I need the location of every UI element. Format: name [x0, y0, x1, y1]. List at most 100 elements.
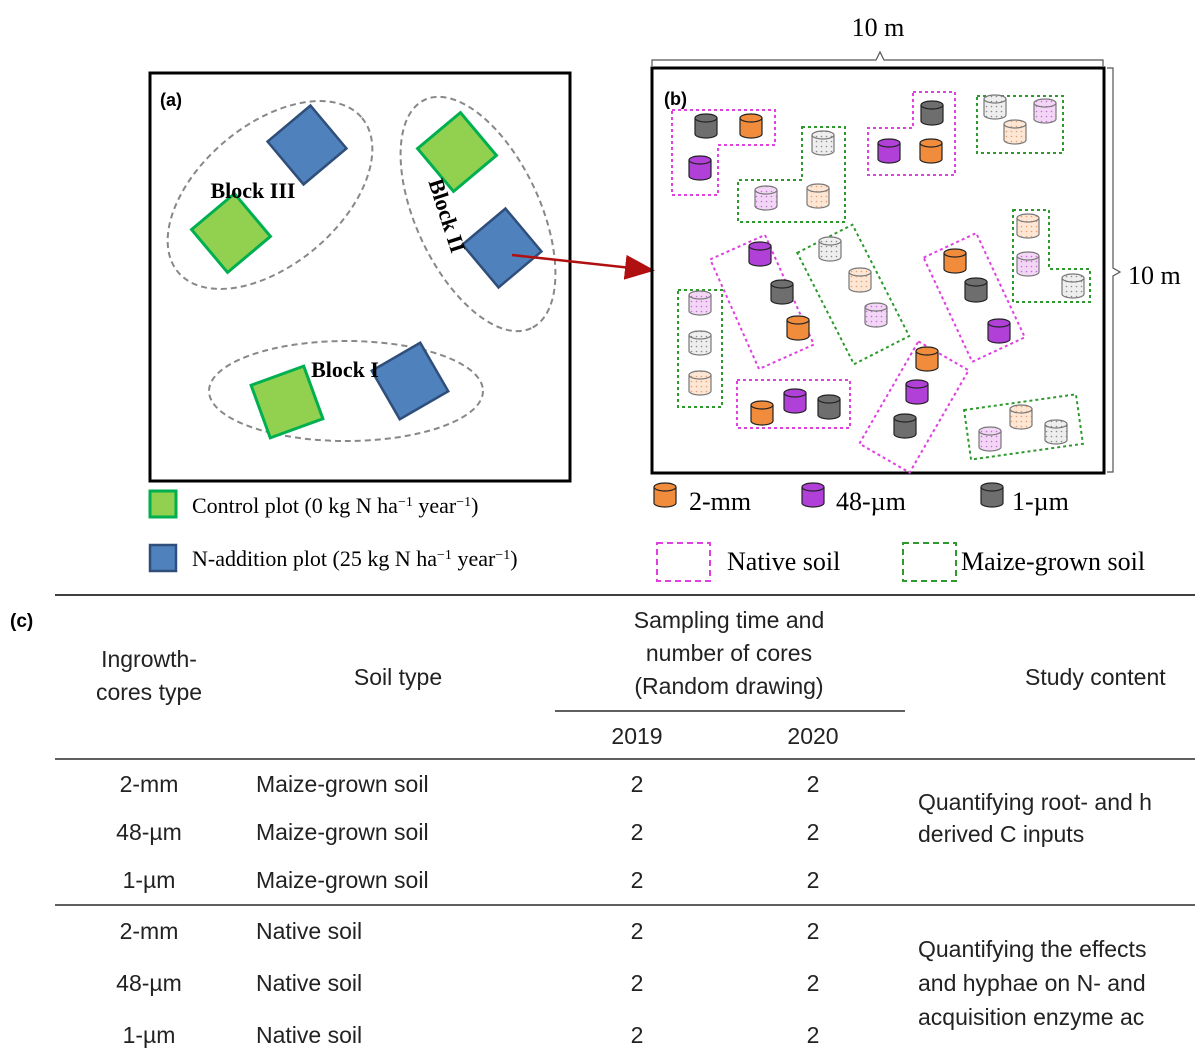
core-2mm [919, 138, 943, 164]
cell-soil-type: Maize-grown soil [256, 771, 429, 797]
core-2mm [688, 370, 712, 396]
zoom-arrow [511, 253, 655, 280]
core-1um [817, 394, 841, 420]
block-i-ellipse [208, 340, 484, 442]
block-ii: Block II [399, 95, 557, 333]
block-i-label: Block I [311, 357, 379, 382]
core-48um [1016, 251, 1040, 277]
core-48um [688, 155, 712, 181]
block-ii-label: Block II [423, 175, 470, 255]
block-iii: Block III [166, 100, 374, 290]
header-year-2020: 2020 [787, 723, 838, 749]
cell-2019: 2 [631, 918, 644, 944]
subplot-maize-6 [795, 223, 911, 366]
core-48um [688, 290, 712, 316]
subplot-native-1 [671, 109, 776, 196]
subplot-maize-2 [737, 126, 846, 223]
legend-control-swatch [148, 489, 178, 519]
group2-content-line3: acquisition enzyme ac [918, 1004, 1144, 1030]
header-type-line2: cores type [96, 679, 202, 705]
header-sampling-line1: Sampling time and [634, 607, 825, 633]
core-1um [1044, 419, 1068, 445]
core-48um [1033, 98, 1057, 124]
legend-48um-core-icon [801, 482, 825, 508]
table-group-maize: 2-mm Maize-grown soil 2 2 48-µm Maize-grown s… [116, 771, 819, 893]
panel-c-table: (c) Ingrowth- cores type Soil type Sampl… [10, 594, 1195, 1048]
cell-2019: 2 [631, 1022, 644, 1048]
subplot-native-5 [708, 233, 816, 371]
block-iii-label: Block III [211, 178, 296, 203]
cell-soil-type: Native soil [256, 1022, 362, 1048]
block-iii-ellipse [166, 100, 374, 290]
core-legend [653, 482, 1004, 508]
table-row: 48-µm Maize-grown soil 2 2 [116, 819, 819, 845]
core-1um [893, 413, 917, 439]
subplot-native-10 [736, 379, 851, 429]
legend-naddition-text: N-addition plot (25 kg N ha−1 year−1) [192, 546, 518, 571]
table-group-native: 2-mm Native soil 2 2 48-µm Native soil 2 2 1-µm N… [116, 918, 819, 1048]
width-bracket [651, 50, 1104, 66]
core-48um [987, 318, 1011, 344]
core-2mm [739, 113, 763, 139]
cell-2020: 2 [807, 1022, 820, 1048]
legend-1um-core-icon [980, 482, 1004, 508]
panel-a-label: (a) [160, 90, 182, 110]
cell-soil-type: Maize-grown soil [256, 867, 429, 893]
height-bracket [1107, 67, 1122, 473]
core-1um [1061, 273, 1085, 299]
subplot-maize-9 [677, 289, 723, 408]
cell-2019: 2 [631, 867, 644, 893]
height-label: 10 m [1128, 261, 1181, 290]
core-1um [964, 277, 988, 303]
header-sampling-line3: (Random drawing) [634, 673, 823, 699]
cell-2020: 2 [807, 970, 820, 996]
width-label: 10 m [852, 13, 905, 42]
cell-2020: 2 [807, 771, 820, 797]
cell-core-type: 2-mm [120, 771, 179, 797]
core-2mm [848, 267, 872, 293]
cell-core-type: 48-µm [116, 819, 182, 845]
core-2mm [1003, 119, 1027, 145]
panel-a-frame [148, 71, 572, 483]
header-soil: Soil type [354, 664, 442, 690]
core-1um [818, 236, 842, 262]
core-2mm [943, 248, 967, 274]
core-48um [864, 302, 888, 328]
cell-2020: 2 [807, 918, 820, 944]
core-48um [783, 388, 807, 414]
core-2mm [1016, 213, 1040, 239]
group1-content-line2: derived C inputs [918, 821, 1084, 847]
core-1um [694, 113, 718, 139]
core-48um [978, 426, 1002, 452]
core-2mm [806, 183, 830, 209]
group2-content-line2: and hyphae on N- and [918, 970, 1146, 996]
legend-2mm-text: 2-mm [689, 487, 751, 516]
panel-b: 10 m 10 m (b) 2-mm 48-µm 1-µm Native soi… [650, 13, 1181, 582]
subplot-maize-8 [1012, 209, 1091, 303]
block-i-naddition-plot [370, 341, 450, 421]
core-48um [905, 379, 929, 405]
panel-c-label: (c) [10, 611, 33, 632]
cell-2019: 2 [631, 970, 644, 996]
core-48um [748, 241, 772, 267]
header-type-line1: Ingrowth- [101, 646, 197, 672]
cell-soil-type: Native soil [256, 970, 362, 996]
core-48um [754, 185, 778, 211]
block-ii-naddition-plot [460, 206, 544, 290]
core-2mm [915, 346, 939, 372]
subplot-maize-12 [962, 393, 1085, 461]
group2-content-line1: Quantifying the effects [918, 936, 1146, 962]
cell-2019: 2 [631, 819, 644, 845]
cell-core-type: 48-µm [116, 970, 182, 996]
header-year-2019: 2019 [611, 723, 662, 749]
table-row: 1-µm Native soil 2 2 [123, 1022, 820, 1048]
table-row: 2-mm Native soil 2 2 [120, 918, 820, 944]
subplot-maize-4 [976, 94, 1064, 154]
block-ii-control-plot [415, 110, 499, 194]
subplot-native-11 [858, 340, 970, 474]
core-2mm [1009, 404, 1033, 430]
legend-native-text: Native soil [727, 547, 840, 576]
legend-1um-text: 1-µm [1012, 487, 1069, 516]
panel-b-label: (b) [664, 89, 687, 109]
